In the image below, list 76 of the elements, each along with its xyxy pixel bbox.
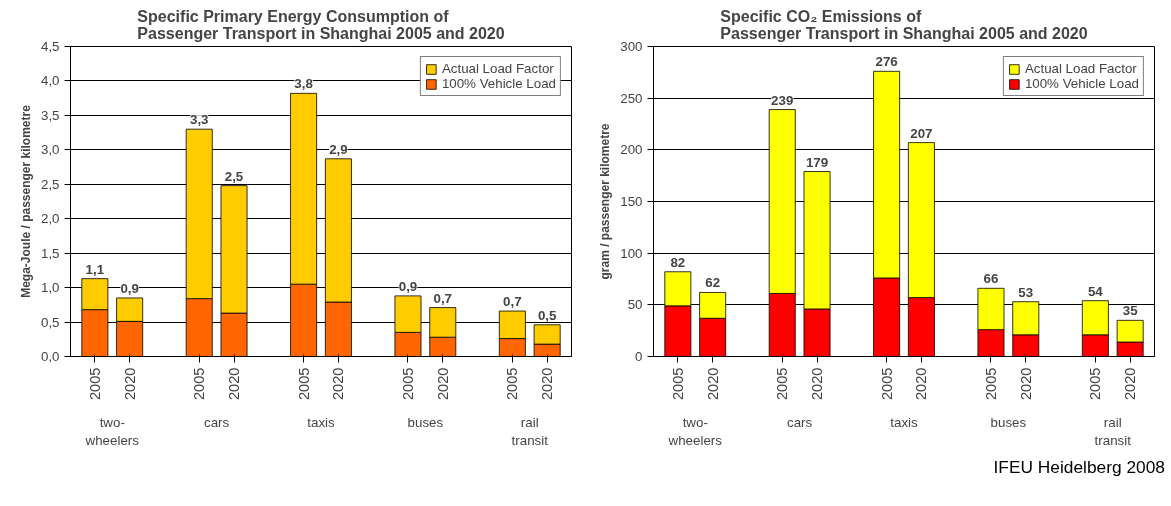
text: IFEU Heidelberg 2008 — [992, 456, 1165, 479]
y-tick-label: 3,5 — [40, 107, 60, 123]
total-label: 53 — [1018, 284, 1034, 300]
y-tick-label: 0,0 — [40, 349, 60, 364]
x-tick-label: 2020 — [226, 367, 243, 401]
total-label: 3,8 — [294, 76, 313, 92]
x-tick-label: 2020 — [330, 367, 347, 401]
x-tick-label: 2005 — [878, 367, 895, 401]
x-tick-label: 2020 — [121, 367, 138, 401]
total-label: 207 — [910, 125, 933, 141]
x-tick-label: 2020 — [434, 367, 451, 401]
total-label: 0,7 — [503, 294, 522, 310]
x-tick-label: 2005 — [774, 367, 791, 401]
y-tick-label: 100 — [620, 245, 643, 261]
x-tick-label: 2005 — [1087, 367, 1104, 401]
x-tick-label: 2020 — [704, 367, 721, 401]
y-tick-label: 0 — [635, 349, 643, 364]
x-tick-label: 2020 — [539, 367, 556, 401]
text: buses — [407, 414, 444, 430]
text: two-wheelers — [667, 414, 723, 448]
total-label: 3,3 — [189, 112, 209, 128]
y-tick-label: 2,5 — [40, 176, 60, 192]
legend-label: 100% Vehicle Load — [1024, 76, 1139, 91]
x-tick-label: 2005 — [295, 367, 312, 401]
total-label: 54 — [1087, 283, 1104, 299]
y-axis-title: Mega-Joule / passenger kilometre — [18, 104, 33, 298]
y-tick-label: 1,0 — [40, 280, 60, 296]
x-tick-label: 2005 — [982, 367, 999, 401]
total-label: 1,1 — [85, 261, 105, 277]
text: buses — [990, 414, 1027, 430]
text: cars — [787, 414, 813, 430]
x-tick-label: 2020 — [809, 367, 826, 401]
text: rail transit — [1094, 414, 1132, 448]
y-tick-label: 2,0 — [40, 211, 60, 227]
text: two-wheelers — [84, 414, 140, 448]
y-axis-title: gram / passenger kilometre — [598, 123, 613, 280]
y-tick-label: 0,5 — [40, 314, 60, 330]
y-tick-label: 250 — [620, 90, 643, 106]
x-tick-label: 2020 — [913, 367, 930, 401]
total-label: 35 — [1122, 303, 1139, 319]
total-label: 0,9 — [120, 280, 139, 296]
chart-title: Specific CO₂ Emissions of Passenger Transport in Shanghai 2005 and 2020 — [720, 7, 1088, 42]
x-tick-label: 2005 — [86, 367, 103, 401]
text: rail transit — [511, 414, 549, 448]
x-tick-label: 2005 — [669, 367, 686, 401]
total-label: 0,5 — [537, 307, 557, 323]
y-tick-label: 200 — [620, 142, 643, 158]
text: taxis — [890, 414, 919, 430]
y-tick-label: 150 — [620, 194, 643, 209]
total-label: 2,5 — [224, 168, 244, 184]
total-label: 66 — [983, 271, 999, 287]
total-label: 0,7 — [433, 290, 453, 306]
y-tick-label: 3,0 — [40, 142, 60, 158]
chart-title: Specific Primary Energy Consumption of Passenger Transport in Shanghai 2005 and 2020 — [137, 7, 505, 42]
total-label: 2,9 — [329, 141, 348, 157]
total-label: 62 — [705, 275, 721, 291]
x-tick-label: 2005 — [191, 367, 208, 401]
legend-label: Actual Load Factor — [1024, 61, 1137, 76]
x-tick-label: 2005 — [399, 367, 416, 401]
total-label: 0,9 — [398, 278, 418, 294]
y-tick-label: 50 — [627, 297, 643, 313]
legend-label: 100% Vehicle Load — [441, 76, 556, 91]
y-tick-label: 300 — [620, 39, 643, 54]
y-tick-label: 4,5 — [40, 39, 60, 54]
total-label: 276 — [875, 54, 898, 70]
x-tick-label: 2020 — [1017, 367, 1034, 401]
total-label: 179 — [805, 154, 829, 170]
text: taxis — [307, 414, 336, 430]
y-tick-label: 4,0 — [40, 73, 60, 89]
legend-label: Actual Load Factor — [441, 61, 554, 76]
text: cars — [204, 414, 230, 430]
total-label: 239 — [771, 92, 794, 108]
x-tick-label: 2020 — [1122, 367, 1139, 401]
total-label: 82 — [670, 254, 686, 270]
y-tick-label: 1,5 — [40, 245, 60, 261]
x-tick-label: 2005 — [504, 367, 521, 401]
